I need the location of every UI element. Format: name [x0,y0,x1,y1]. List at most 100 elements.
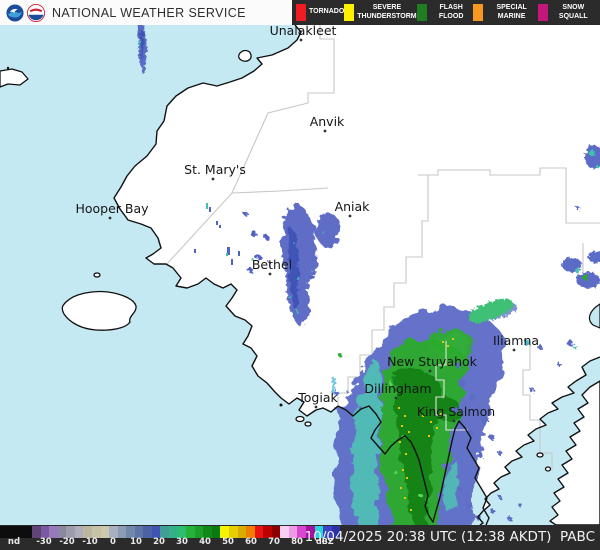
alert-label: TORNADO [309,8,345,16]
alert-label: FLASH FLOOD [438,4,464,20]
colorbar-unit-label: dBZ [316,537,334,546]
map-place-label: Aniak [335,199,371,214]
colorbar-segment [203,526,212,538]
map-place-dot [348,214,352,218]
map-place-dot [314,405,318,409]
colorbar-segment [91,526,101,538]
colorbar-segment [220,526,229,538]
colorbar-segment [228,526,238,538]
map-place-dot [512,348,516,352]
alert-legend-item-snow-squall: SNOW SQUALL [537,4,596,21]
colorbar-tick: -20 [59,537,75,547]
colorbar-segment [194,526,204,538]
zone-boundary-king-salmon [435,341,468,431]
colorbar-segment [254,526,264,538]
colorbar-segment [288,526,298,538]
alert-label: SEVERE THUNDERSTORM [357,4,417,20]
colorbar-segment [237,526,247,538]
map-place-label: Togiak [297,390,338,405]
map-place-label: Anvik [310,114,345,129]
map-place-label: New Stuyahok [387,354,478,369]
alert-legend: TORNADO SEVERE THUNDERSTORM FLASH FLOOD SPE… [292,0,600,25]
colorbar-segment [306,526,315,538]
map-place-label: Unalakleet [270,25,337,38]
radar-cell-north-streak [137,25,148,75]
colorbar-segment [151,526,161,538]
map-place-label: St. Mary's [184,162,246,177]
colorbar-segment [32,526,41,538]
radar-yellow-specks [398,338,454,511]
colorbar-segment [246,526,255,538]
colorbar-segment [40,526,50,538]
colorbar-segment [280,526,289,538]
footer-bar: nd -30 -20 -10 0 10 20 30 40 50 60 70 80 dBZ 10/04/20… [0,525,600,550]
colorbar-segment [331,526,341,538]
colorbar-segment [134,526,144,538]
islet-dot [6,66,10,70]
alert-legend-item-tornado: TORNADO [296,4,344,21]
map-place-dot [299,38,303,42]
colorbar-tick: 20 [153,537,165,547]
colorbar-nd-segment [0,526,32,538]
colorbar-tick: -30 [36,537,52,547]
radar-outlying-blobs [332,145,600,522]
radar-map-canvas: Unalakleet Anvik St. Mary's Hooper Bay Aniak… [0,25,600,525]
map-place-label: King Salmon [417,404,495,419]
colorbar-segment [74,526,84,538]
map-place-label: Hooper Bay [75,201,149,216]
colorbar-segment [263,526,272,538]
radar-specks-west [194,203,240,265]
alert-swatch [344,4,355,21]
colorbar-tick: 70 [268,537,280,547]
colorbar-segment [66,526,75,538]
colorbar-tick: -10 [82,537,98,547]
map-place-label: Dillingham [364,381,431,396]
colorbar-segment [297,526,306,538]
nws-logo-icon [27,3,45,22]
colorbar-segment [271,526,281,538]
islet-dot [279,403,283,407]
colorbar-tick: 0 [110,537,116,547]
colorbar-segment [83,526,92,538]
colorbar-tick: 50 [222,537,234,547]
colorbar-segment [169,526,178,538]
place-labels: Unalakleet Anvik St. Mary's Hooper Bay Aniak… [75,25,539,423]
katmai-fjord-land [549,380,600,525]
colorbar-tick: 30 [176,537,188,547]
timestamp: 10/04/2025 20:38 UTC (12:38 AKDT) PABC [304,529,595,545]
colorbar-segment [211,526,221,538]
colorbar-segment [126,526,135,538]
colorbar-segment [186,526,195,538]
colorbar-segment [160,526,169,538]
map-place-label: Bethel [252,257,292,272]
map-place-dot [452,419,456,423]
colorbar-segment [49,526,58,538]
map-place-label: Iliamna [493,333,539,348]
colorbar-segment [100,526,110,538]
radar-map[interactable]: Unalakleet Anvik St. Mary's Hooper Bay Aniak… [0,25,600,525]
colorbar-segment [143,526,152,538]
map-place-dot [394,396,398,400]
alert-legend-item-special-marine: SPECIAL MARINE [472,4,538,21]
map-place-dot [211,177,215,181]
colorbar-tick: nd [7,537,21,547]
alert-swatch [537,4,548,21]
reflectivity-colorbar [0,526,341,538]
colorbar-segment [314,526,324,538]
colorbar-segment [177,526,187,538]
radar-system-bristol-bay [333,306,505,525]
header-bar: NATIONAL WEATHER SERVICE TORNADO SEVERE T… [0,0,600,25]
colorbar-segment [117,526,127,538]
map-place-dot [268,272,272,276]
colorbar-segment [323,526,332,538]
alert-swatch [416,4,427,21]
alert-swatch [296,4,306,21]
radar-cell-bethel [245,204,341,326]
colorbar-tick: 40 [199,537,211,547]
colorbar-tick: 60 [245,537,257,547]
noaa-logo-icon [6,3,24,22]
alert-swatch [472,4,483,21]
alert-label: SPECIAL MARINE [496,4,527,20]
bering-sea-water [0,25,489,525]
colorbar-tick: 80 [291,537,303,547]
